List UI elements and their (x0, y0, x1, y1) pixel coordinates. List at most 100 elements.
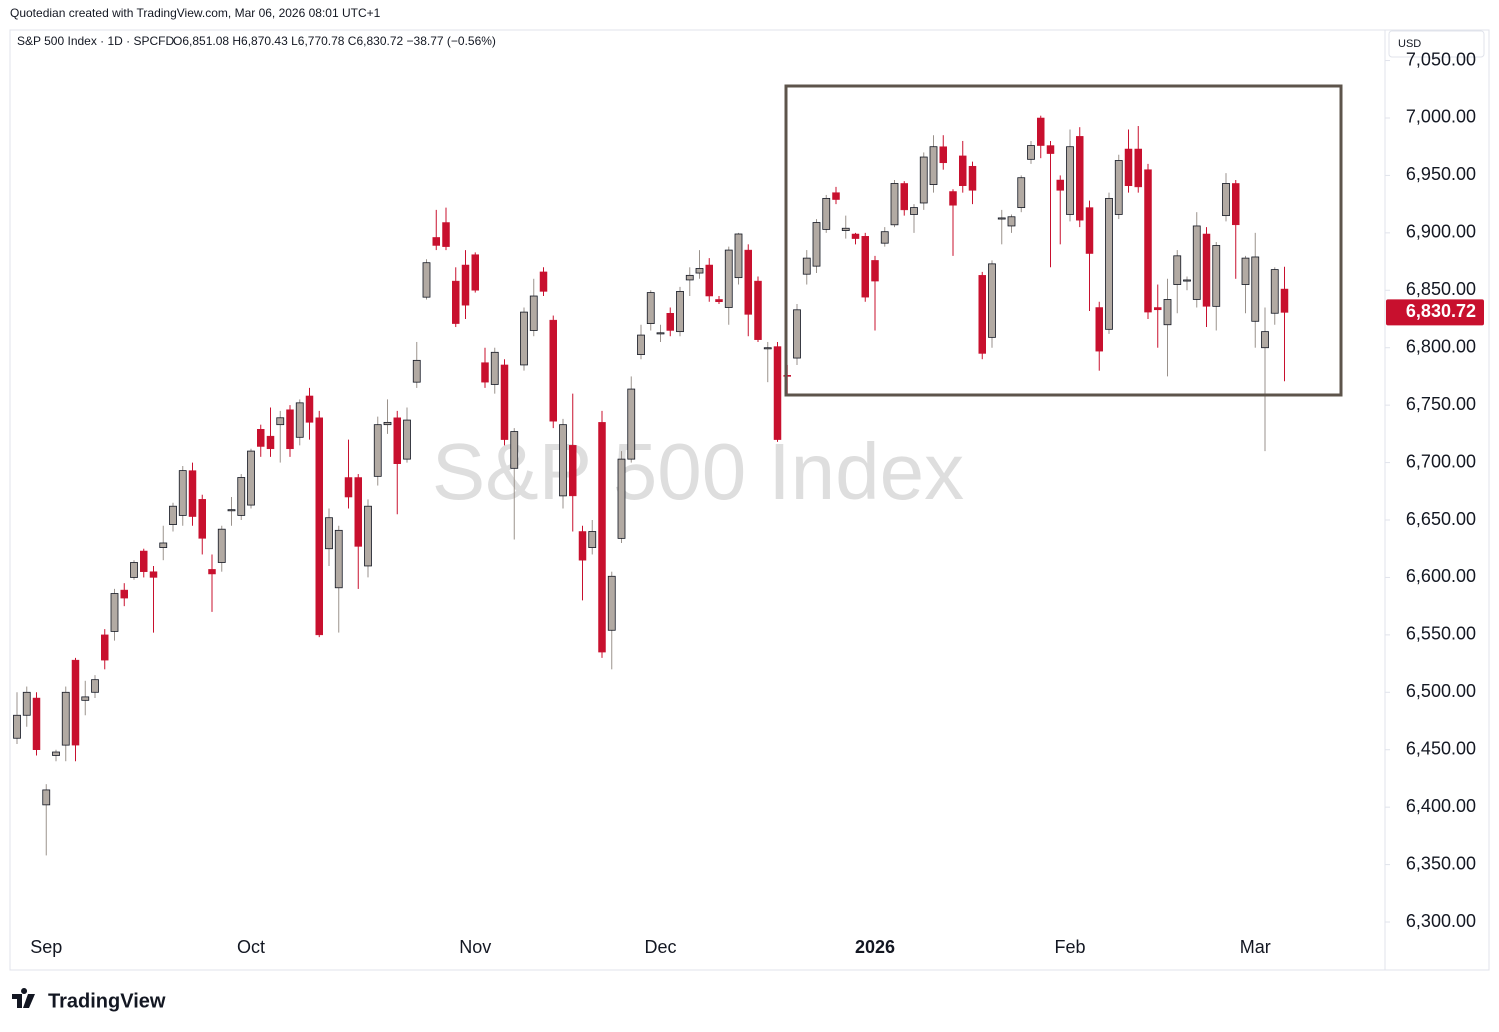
x-tick-label: Oct (237, 937, 265, 957)
candle-body (929, 146, 938, 186)
candle-body (422, 262, 431, 298)
candle-body (520, 311, 528, 366)
candle-body (529, 295, 538, 331)
candle-body (110, 593, 119, 632)
candle-body (276, 417, 285, 426)
header: Quotedian created with TradingView.com, … (10, 6, 381, 20)
y-tick-label: 6,900.00 (1406, 222, 1476, 242)
candle-body (1085, 207, 1094, 254)
candle-body (919, 156, 928, 204)
candle-body (286, 409, 294, 450)
candle-body (997, 217, 1006, 220)
candle-body (1007, 216, 1016, 227)
candle-body (334, 529, 343, 589)
candle-body (734, 233, 743, 279)
candle-body (169, 505, 177, 525)
y-tick-label: 7,000.00 (1406, 107, 1476, 127)
y-tick-label: 6,850.00 (1406, 279, 1476, 299)
ohlc-text: O6,851.08 H6,870.43 L6,770.78 C6,830.72 … (173, 34, 496, 48)
candle-body (910, 207, 918, 215)
candle-body (1114, 160, 1123, 215)
candle-body (685, 274, 694, 281)
candle-body (13, 714, 21, 739)
y-tick-label: 6,400.00 (1406, 796, 1476, 816)
last-price-box (1386, 299, 1484, 326)
y-tick-label: 6,450.00 (1406, 738, 1476, 758)
candle-body (871, 260, 879, 282)
y-tick-label: 6,300.00 (1406, 911, 1476, 931)
candle-body (217, 528, 226, 563)
y-tick-label: 6,550.00 (1406, 624, 1476, 644)
candle-body (364, 505, 372, 567)
candle-body (1192, 225, 1201, 300)
candle-body (1027, 145, 1035, 160)
candle-body (607, 575, 616, 631)
candle-body (959, 155, 967, 187)
candle-body (208, 569, 216, 575)
candle-body (237, 477, 246, 516)
candle-body (637, 334, 645, 356)
candle-body (1144, 169, 1152, 313)
candle-body (1251, 256, 1260, 322)
candle-body (861, 236, 869, 298)
candle-body (71, 659, 80, 746)
candle-body (1212, 245, 1221, 307)
candle-body (471, 254, 479, 291)
candle-body (257, 429, 265, 447)
x-tick-label: Nov (459, 937, 491, 957)
candle-body (793, 309, 801, 359)
candle-body (188, 470, 197, 517)
chart-frame (9, 29, 1490, 971)
candle-body (1046, 145, 1055, 154)
x-tick-label: Feb (1054, 937, 1085, 957)
candle-body (1154, 307, 1162, 311)
candle-body (32, 697, 41, 750)
candle-body (500, 364, 509, 440)
candle-body (1241, 257, 1250, 285)
watermark: S&P 500 Index (432, 427, 964, 516)
candle-body (1232, 183, 1240, 226)
candle-body (120, 589, 128, 599)
x-tick-label: 2026 (855, 937, 895, 957)
y-tick-label: 6,950.00 (1406, 164, 1476, 184)
candle-body (481, 362, 489, 383)
last-price-label: 6,830.72 (1406, 301, 1476, 321)
y-tick-label: 6,750.00 (1406, 394, 1476, 414)
candle-body (1017, 177, 1026, 208)
y-tick-label: 6,600.00 (1406, 566, 1476, 586)
candle-body (578, 531, 587, 561)
candle-body (627, 388, 636, 460)
brand-logo (12, 988, 35, 1008)
candle-body (656, 332, 665, 335)
candle-body (295, 402, 304, 438)
brand: TradingView (48, 990, 166, 1012)
candle-body (988, 263, 996, 338)
candle-body (676, 291, 684, 333)
currency-box[interactable] (1388, 30, 1485, 58)
range-box (784, 84, 1343, 397)
candle-body (22, 691, 31, 716)
candle-body (91, 679, 99, 693)
candle-body (890, 183, 899, 226)
candle-body (354, 477, 362, 547)
candle-body (130, 562, 138, 578)
candle-body (159, 542, 168, 548)
candle-body (968, 165, 977, 191)
x-tick-label: Mar (1240, 937, 1271, 957)
candle-body (695, 268, 704, 274)
y-tick-label: 6,650.00 (1406, 509, 1476, 529)
candle-body (81, 696, 90, 701)
candle-body (939, 146, 947, 164)
candle-body (510, 431, 519, 469)
candle-body (802, 257, 811, 275)
candle-body (1202, 233, 1211, 307)
candle-body (978, 275, 986, 354)
candle-body (1173, 255, 1182, 285)
candle-body (724, 249, 733, 308)
candle-body (393, 417, 401, 464)
candle-body (880, 231, 889, 244)
candle-body (1124, 148, 1133, 187)
candle-body (949, 191, 957, 206)
candle-body (1134, 148, 1142, 188)
candle-body (1163, 299, 1172, 326)
